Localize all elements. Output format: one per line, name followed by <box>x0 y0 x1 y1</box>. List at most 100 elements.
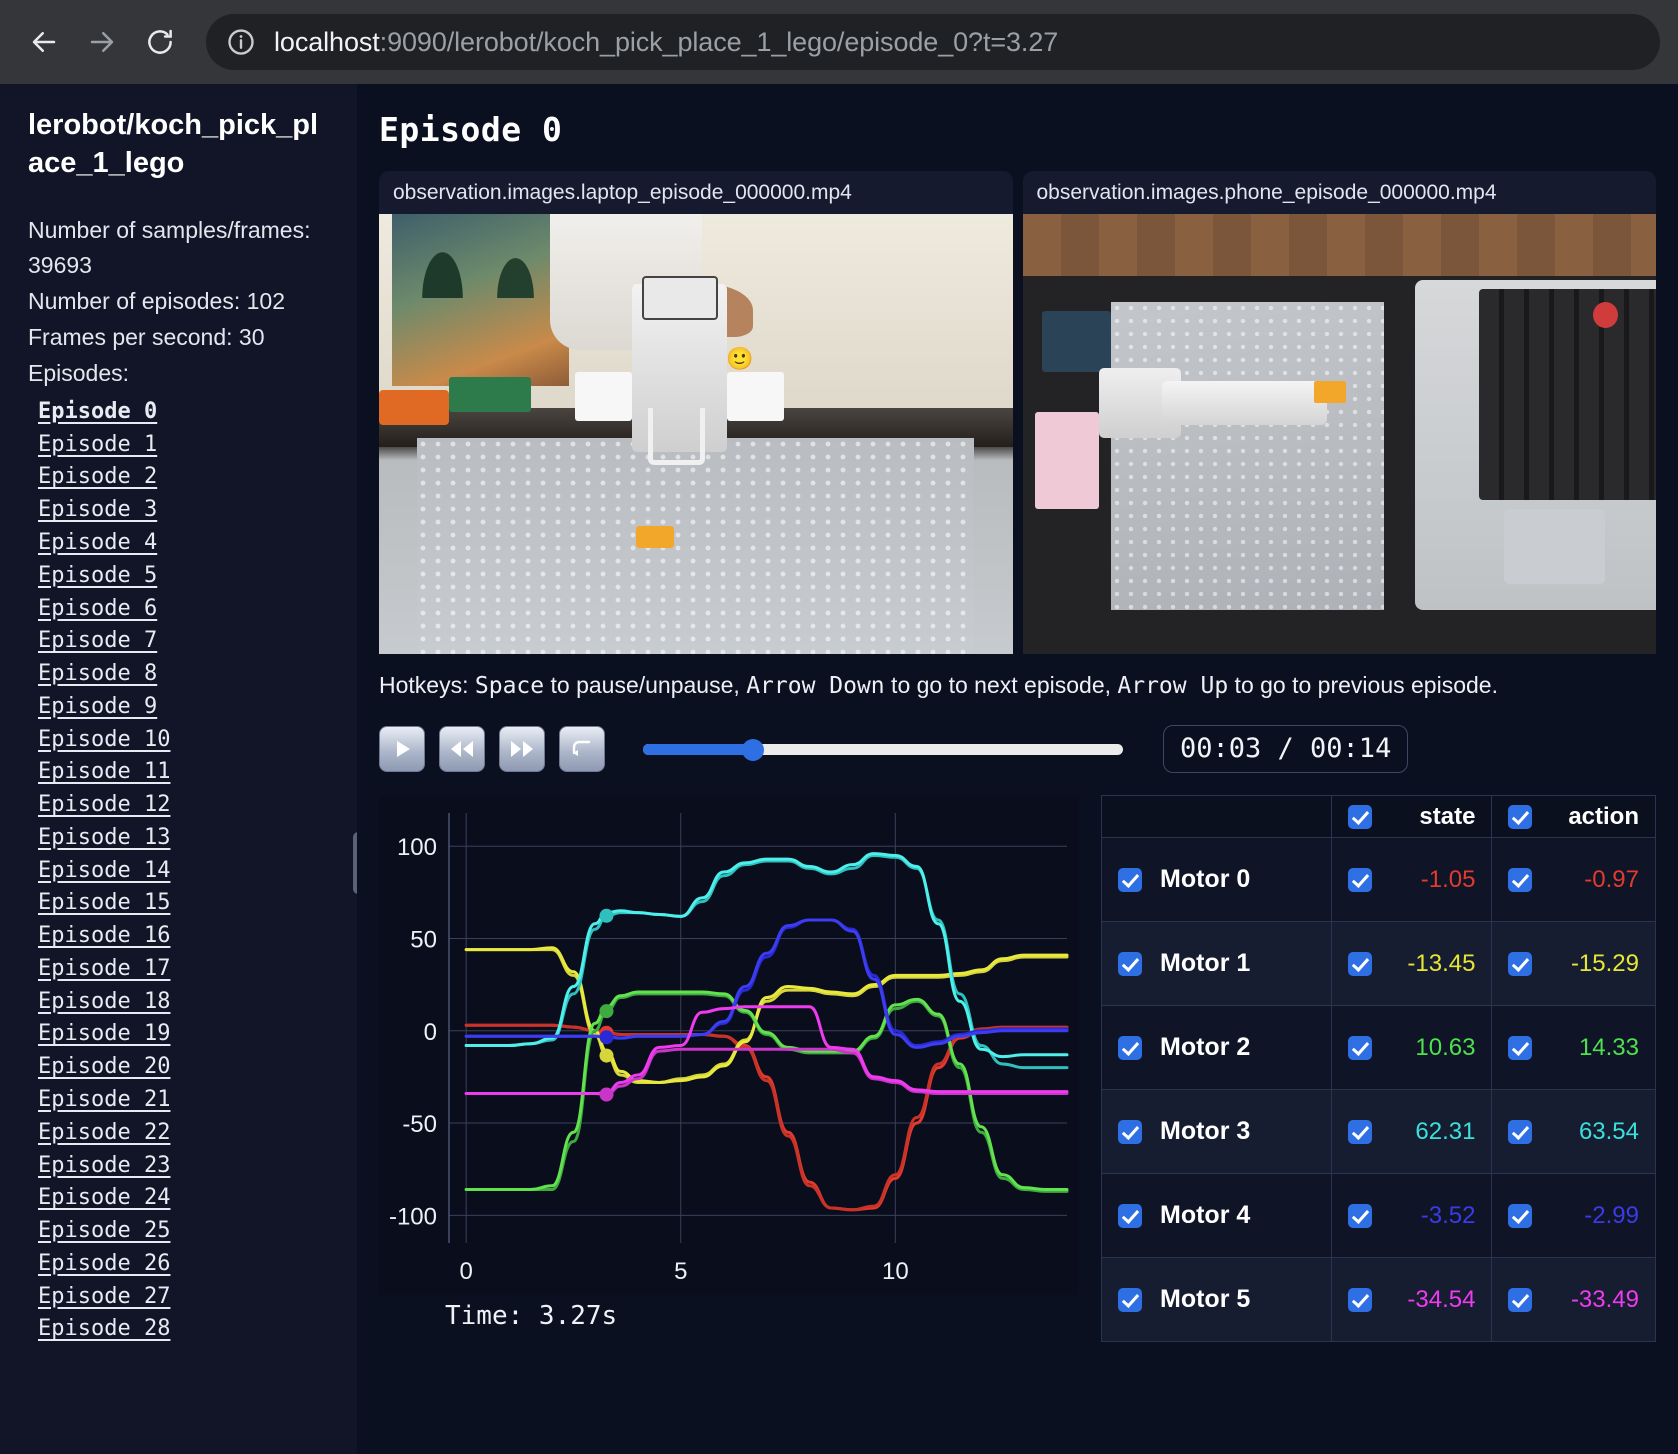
state-value: 10.63 <box>1415 1033 1476 1061</box>
seek-slider[interactable] <box>643 739 1123 761</box>
video-player-laptop[interactable]: 🐼 🙂 <box>379 214 1013 654</box>
motor-toggle-checkbox-4[interactable] <box>1118 1203 1142 1228</box>
url-text: localhost:9090/lerobot/koch_pick_place_1… <box>274 27 1058 58</box>
action-value: 63.54 <box>1578 1117 1639 1145</box>
video-caption-laptop: observation.images.laptop_episode_000000… <box>393 181 852 204</box>
episode-link-9[interactable]: Episode 9 <box>38 693 158 719</box>
sidebar: lerobot/koch_pick_place_1_lego Number of… <box>0 84 357 1454</box>
episode-link-12[interactable]: Episode 12 <box>38 792 171 818</box>
episode-link-16[interactable]: Episode 16 <box>38 923 171 949</box>
episode-link-6[interactable]: Episode 6 <box>38 595 158 621</box>
motor-toggle-checkbox-2[interactable] <box>1118 1035 1142 1060</box>
state-toggle-checkbox-2[interactable] <box>1348 1035 1372 1060</box>
action-toggle-checkbox-2[interactable] <box>1508 1035 1533 1060</box>
episode-link-7[interactable]: Episode 7 <box>38 628 158 654</box>
samples-count: Number of samples/frames: 39693 <box>28 216 311 279</box>
episode-link-4[interactable]: Episode 4 <box>38 529 158 555</box>
header-blank <box>1101 795 1332 838</box>
episode-link-17[interactable]: Episode 17 <box>38 955 171 981</box>
arrow-right-icon <box>87 27 117 57</box>
state-toggle-checkbox-4[interactable] <box>1348 1203 1372 1228</box>
episode-link-2[interactable]: Episode 2 <box>38 464 158 490</box>
episode-link-11[interactable]: Episode 11 <box>38 759 171 785</box>
info-circle-icon[interactable] <box>224 25 258 59</box>
episode-link-19[interactable]: Episode 19 <box>38 1021 171 1047</box>
episode-link-5[interactable]: Episode 5 <box>38 562 158 588</box>
sidebar-resize-handle[interactable] <box>353 832 357 894</box>
action-toggle-checkbox-3[interactable] <box>1508 1119 1533 1144</box>
state-toggle-checkbox-1[interactable] <box>1348 951 1372 976</box>
episode-link-10[interactable]: Episode 10 <box>38 726 171 752</box>
video-player-phone[interactable] <box>1022 214 1656 654</box>
header-state-label: state <box>1419 802 1476 830</box>
episode-link-8[interactable]: Episode 8 <box>38 661 158 687</box>
state-toggle-checkbox-5[interactable] <box>1348 1287 1372 1312</box>
motor-values-panel: state action Motor 0 -1.05 -0.97 Mot <box>1101 795 1656 1342</box>
toggle-all-state-checkbox[interactable] <box>1348 804 1372 829</box>
url-path: :9090/lerobot/koch_pick_place_1_lego/epi… <box>379 26 1059 57</box>
episode-link-0[interactable]: Episode 0 <box>38 398 158 424</box>
motor-toggle-checkbox-3[interactable] <box>1118 1119 1142 1144</box>
table-row: Motor 3 62.31 63.54 <box>1101 1089 1656 1174</box>
episode-link-25[interactable]: Episode 25 <box>38 1218 171 1244</box>
app-root: lerobot/koch_pick_place_1_lego Number of… <box>0 84 1678 1454</box>
episode-link-18[interactable]: Episode 18 <box>38 988 171 1014</box>
motor-state-cell: -1.05 <box>1330 837 1493 922</box>
back-button[interactable] <box>18 16 70 68</box>
action-toggle-checkbox-0[interactable] <box>1508 867 1533 892</box>
episode-link-3[interactable]: Episode 3 <box>38 497 158 523</box>
motor-name-label: Motor 4 <box>1160 1201 1251 1229</box>
motor-toggle-checkbox-0[interactable] <box>1118 867 1142 892</box>
timeseries-chart[interactable]: -100 -50 0 50 100 0 5 10 Time: 3.27s <box>379 795 1079 1331</box>
action-toggle-checkbox-1[interactable] <box>1508 951 1533 976</box>
episode-link-28[interactable]: Episode 28 <box>38 1316 171 1342</box>
chart-canvas: -100 -50 0 50 100 0 5 10 <box>379 795 1079 1295</box>
chart-time-label: Time: 3.27s <box>445 1301 618 1331</box>
loop-button[interactable] <box>559 726 605 772</box>
reload-button[interactable] <box>134 16 186 68</box>
episode-link-24[interactable]: Episode 24 <box>38 1185 171 1211</box>
episode-link-26[interactable]: Episode 26 <box>38 1250 171 1276</box>
table-row: Motor 1 -13.45 -15.29 <box>1101 921 1656 1006</box>
state-toggle-checkbox-0[interactable] <box>1348 867 1372 892</box>
forward-button[interactable] <box>76 16 128 68</box>
seek-thumb[interactable] <box>742 739 765 761</box>
episode-link-14[interactable]: Episode 14 <box>38 857 171 883</box>
episode-link-15[interactable]: Episode 15 <box>38 890 171 916</box>
chart-series-line <box>464 918 1069 1049</box>
play-button[interactable] <box>379 726 425 772</box>
motor-action-cell: -0.97 <box>1491 837 1656 922</box>
episode-link-27[interactable]: Episode 27 <box>38 1283 171 1309</box>
fast-forward-button[interactable] <box>499 726 545 772</box>
table-row: Motor 0 -1.05 -0.97 <box>1101 837 1656 922</box>
action-toggle-checkbox-5[interactable] <box>1508 1287 1533 1312</box>
motor-state-cell: -13.45 <box>1330 921 1493 1006</box>
episode-link-22[interactable]: Episode 22 <box>38 1119 171 1145</box>
address-bar[interactable]: localhost:9090/lerobot/koch_pick_place_1… <box>206 14 1660 70</box>
hotkeys-hint: Hotkeys: Space to pause/unpause, Arrow D… <box>379 672 1656 699</box>
episode-list: Episode 0 Episode 1 Episode 2 Episode 3 Epis… <box>28 396 331 1346</box>
motor-toggle-checkbox-5[interactable] <box>1118 1287 1142 1312</box>
rewind-button[interactable] <box>439 726 485 772</box>
chart-ytick-label: 50 <box>410 926 437 953</box>
chart-series-line <box>464 1005 1069 1096</box>
episode-link-21[interactable]: Episode 21 <box>38 1086 171 1112</box>
header-action: action <box>1491 795 1656 838</box>
action-toggle-checkbox-4[interactable] <box>1508 1203 1533 1228</box>
motor-state-cell: 10.63 <box>1330 1005 1493 1090</box>
chart-cursor-marker <box>599 908 614 923</box>
motor-name-label: Motor 1 <box>1160 949 1251 977</box>
state-toggle-checkbox-3[interactable] <box>1348 1119 1372 1144</box>
episode-link-13[interactable]: Episode 13 <box>38 824 171 850</box>
episode-link-23[interactable]: Episode 23 <box>38 1152 171 1178</box>
seek-track <box>643 744 1123 755</box>
toggle-all-action-checkbox[interactable] <box>1508 804 1533 829</box>
episode-link-20[interactable]: Episode 20 <box>38 1054 171 1080</box>
motor-toggle-checkbox-1[interactable] <box>1118 951 1142 976</box>
motor-name-cell: Motor 3 <box>1101 1089 1332 1174</box>
hotkey-space: Space <box>474 673 545 699</box>
episode-link-1[interactable]: Episode 1 <box>38 431 158 457</box>
motor-action-cell: 14.33 <box>1491 1005 1656 1090</box>
state-value: 62.31 <box>1415 1117 1476 1145</box>
header-state: state <box>1330 795 1493 838</box>
